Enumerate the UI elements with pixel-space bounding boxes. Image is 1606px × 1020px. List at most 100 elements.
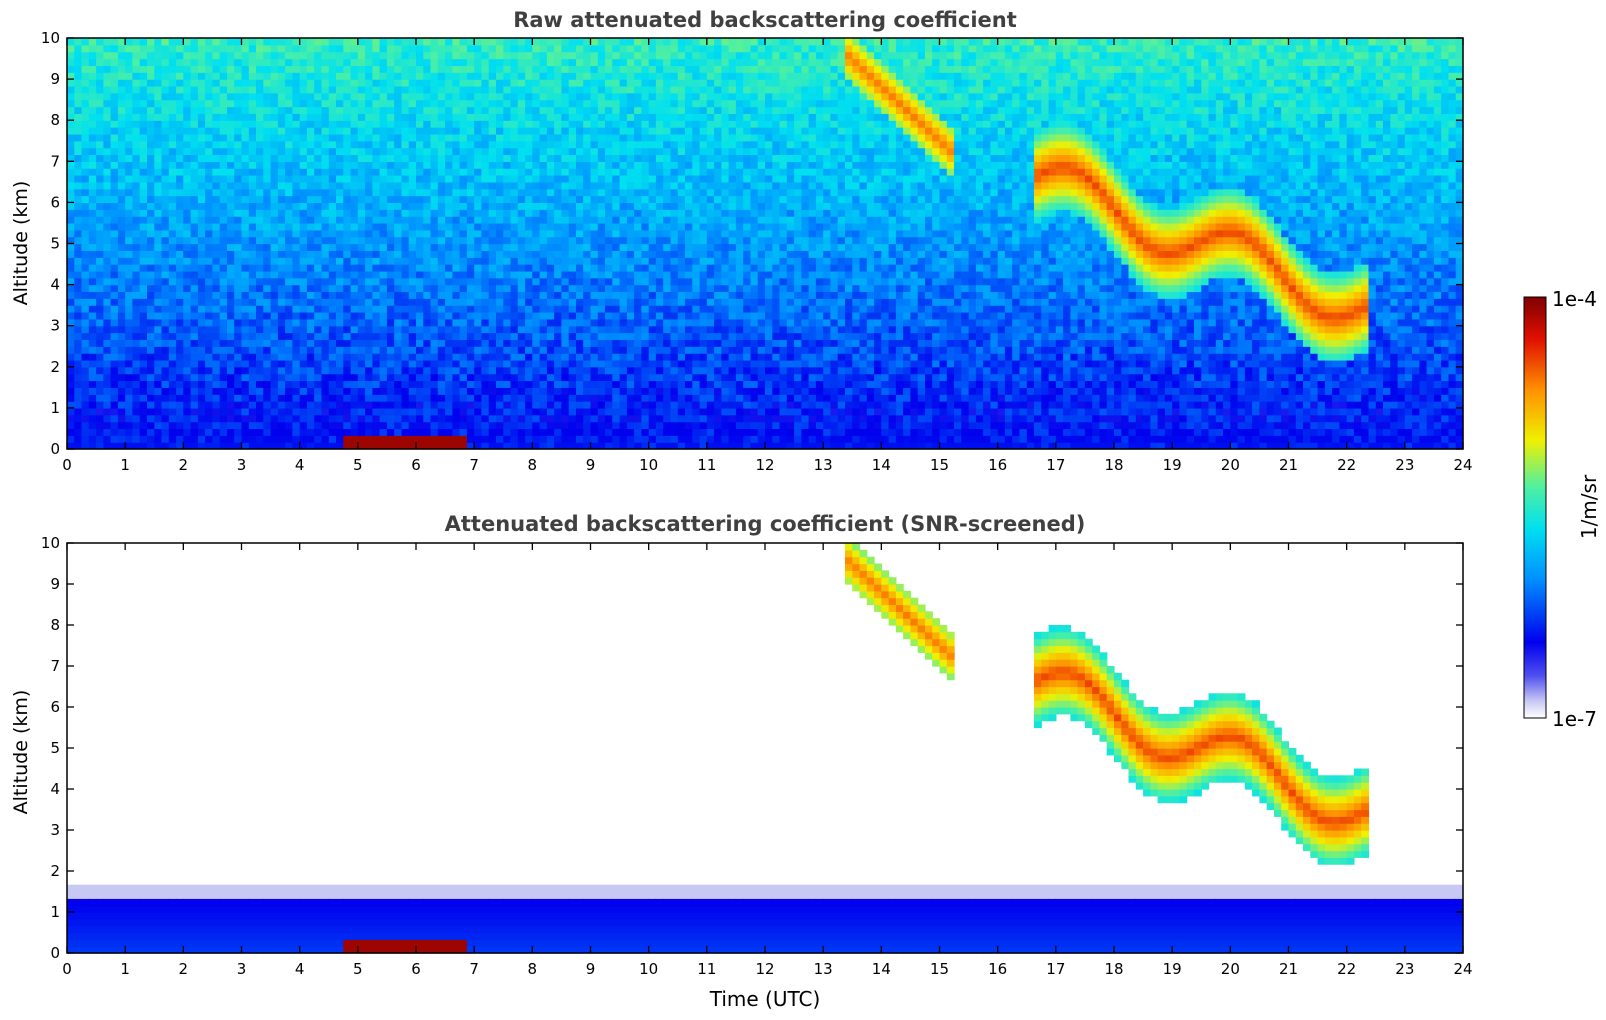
heatmap-cell [554,387,562,395]
heatmap-cell [539,223,548,231]
heatmap-cell [583,209,592,217]
heatmap-cell [357,188,366,197]
heatmap-cell [74,359,83,368]
heatmap-cell [161,387,170,395]
heatmap-cell [568,359,577,368]
heatmap-cell [343,44,352,53]
heatmap-cell [336,113,344,121]
heatmap-cell [590,113,599,121]
heatmap-cell [256,373,264,382]
heatmap-cell [394,380,403,388]
heatmap-cell [634,38,642,46]
heatmap-cell [292,209,301,217]
heatmap-cell [496,161,504,169]
heatmap-cell [183,99,192,108]
heatmap-cell [466,154,475,162]
heatmap-cell [343,188,352,197]
heatmap-cell [270,113,279,121]
heatmap-cell [401,339,410,347]
heatmap-cell [634,106,642,114]
heatmap-cell [416,51,424,60]
heatmap-cell [416,339,424,347]
heatmap-cell [132,407,141,416]
heatmap-cell [626,380,635,388]
heatmap-cell [67,106,75,114]
heatmap-cell [452,277,461,286]
heatmap-cell [503,223,512,231]
heatmap-cell [648,181,657,190]
heatmap-cell [459,401,468,409]
heatmap-cell [612,127,621,135]
heatmap-cell [103,298,112,306]
heatmap-cell [605,38,613,46]
heatmap-cell [568,168,577,176]
heatmap-cell [357,373,366,382]
heatmap-cell [634,120,642,128]
heatmap-cell [306,175,315,183]
heatmap-cell [197,387,206,395]
heatmap-cell [277,44,286,53]
heatmap-cell [525,51,533,60]
heatmap-cell [321,38,330,46]
heatmap-cell [147,140,155,149]
heatmap-cell [74,223,83,231]
heatmap-cell [343,202,352,210]
heatmap-cell [576,202,584,210]
heatmap-cell [568,38,577,46]
heatmap-cell [408,113,417,121]
heatmap-cell [96,92,104,101]
heatmap-cell [459,264,468,272]
heatmap-cell [314,298,323,306]
heatmap-cell [554,85,562,94]
heatmap-cell [270,332,279,341]
heatmap-cell [190,339,199,347]
heatmap-cell [612,401,621,409]
heatmap-cell [132,243,141,251]
heatmap-cell [539,175,548,183]
heatmap-cell [96,120,104,128]
heatmap-cell [74,250,83,258]
heatmap-cell [161,270,170,279]
heatmap-cell [466,72,475,80]
heatmap-cell [554,325,562,334]
heatmap-cell [103,140,112,149]
heatmap-cell [546,38,555,46]
heatmap-cell [350,106,359,114]
heatmap-cell [634,72,642,80]
heatmap-cell [408,312,417,320]
heatmap-cell [234,421,243,430]
heatmap-cell [386,325,395,334]
heatmap-cell [336,140,344,149]
heatmap-cell [212,387,221,395]
heatmap-cell [525,298,533,306]
heatmap-cell [270,298,279,306]
heatmap-cell [190,318,199,327]
heatmap-cell [147,58,155,67]
heatmap-cell [176,414,184,423]
heatmap-cell [88,359,97,368]
heatmap-cell [161,140,170,149]
heatmap-cell [365,373,373,382]
heatmap-cell [219,92,228,101]
heatmap-cell [328,147,337,156]
heatmap-cell [561,154,570,162]
heatmap-cell [74,175,83,183]
heatmap-cell [314,305,323,313]
heatmap-cell [488,387,497,395]
heatmap-cell [197,366,206,375]
heatmap-cell [350,318,359,327]
heatmap-cell [285,140,293,149]
heatmap-cell [510,133,519,142]
heatmap-cell [663,339,672,347]
heatmap-cell [372,44,381,53]
heatmap-cell [285,332,293,341]
heatmap-cell [321,318,330,327]
heatmap-cell [299,421,308,430]
heatmap-cell [416,72,424,80]
heatmap-cell [168,92,177,101]
heatmap-cell [379,181,388,190]
heatmap-cell [568,99,577,108]
heatmap-cell [554,202,562,210]
heatmap-cell [626,270,635,279]
heatmap-cell [605,346,613,354]
